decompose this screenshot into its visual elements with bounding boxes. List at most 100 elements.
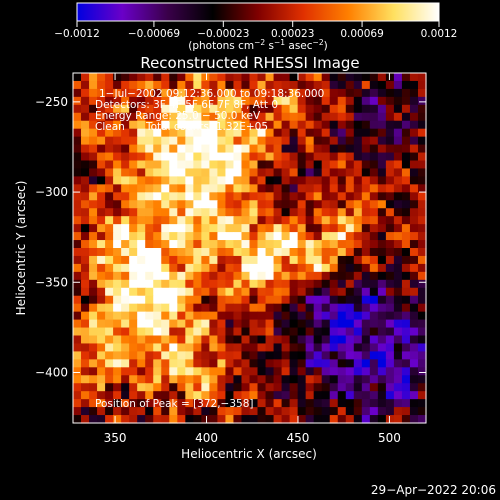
- heatmap-cell: [289, 263, 299, 273]
- heatmap-cell: [145, 128, 154, 138]
- heatmap-cell: [81, 407, 90, 416]
- heatmap-cell: [153, 287, 162, 297]
- heatmap-cell: [105, 367, 114, 376]
- heatmap-cell: [337, 240, 347, 249]
- heatmap-cell: [97, 335, 106, 345]
- heatmap-cell: [329, 399, 339, 408]
- heatmap-cell: [233, 144, 243, 154]
- heatmap-cell: [145, 287, 154, 297]
- heatmap-cell: [129, 303, 138, 313]
- heatmap-cell: [345, 335, 355, 345]
- heatmap-cell: [377, 391, 387, 400]
- heatmap-cell: [409, 200, 419, 209]
- heatmap-cell: [385, 232, 395, 241]
- heatmap-cell: [329, 152, 339, 162]
- heatmap-cell: [305, 367, 315, 376]
- heatmap-cell: [225, 263, 235, 273]
- heatmap-cell: [113, 192, 122, 201]
- heatmap-cell: [169, 192, 178, 201]
- heatmap-cell: [145, 343, 154, 352]
- heatmap-cell: [209, 208, 219, 217]
- heatmap-cell: [329, 240, 339, 249]
- heatmap-cell: [169, 303, 178, 313]
- heatmap-cell: [129, 160, 138, 170]
- heatmap-cell: [225, 240, 235, 249]
- heatmap-cell: [129, 375, 138, 384]
- heatmap-cell: [193, 120, 202, 130]
- heatmap-cell: [153, 359, 162, 368]
- heatmap-cell: [177, 295, 186, 305]
- heatmap-cell: [137, 255, 146, 265]
- heatmap-cell: [129, 73, 138, 82]
- heatmap-cell: [241, 112, 251, 122]
- heatmap-cell: [265, 343, 275, 352]
- heatmap-cell: [249, 279, 259, 289]
- heatmap-cell: [401, 96, 411, 106]
- heatmap-cell: [73, 248, 82, 257]
- heatmap-cell: [369, 295, 379, 305]
- heatmap-cell: [417, 232, 427, 241]
- heatmap-cell: [353, 303, 363, 313]
- heatmap-cell: [73, 415, 82, 424]
- heatmap-cell: [297, 176, 307, 185]
- heatmap-cell: [353, 200, 363, 209]
- heatmap-cell: [273, 248, 283, 257]
- heatmap-cell: [377, 168, 387, 177]
- heatmap-cell: [177, 192, 186, 201]
- heatmap-cell: [137, 168, 146, 177]
- heatmap-cell: [209, 216, 219, 225]
- heatmap-cell: [297, 279, 307, 289]
- heatmap-cell: [129, 176, 138, 185]
- heatmap-cell: [249, 136, 259, 146]
- heatmap-cell: [153, 80, 162, 90]
- heatmap-cell: [337, 255, 347, 265]
- heatmap-cell: [217, 319, 227, 329]
- heatmap-cell: [129, 88, 138, 98]
- heatmap-cell: [153, 279, 162, 289]
- heatmap-cell: [209, 271, 219, 281]
- heatmap-cell: [361, 391, 371, 400]
- heatmap-cell: [265, 152, 275, 162]
- heatmap-cell: [409, 73, 419, 82]
- heatmap-cell: [217, 88, 227, 98]
- heatmap-cell: [313, 136, 323, 146]
- heatmap-cell: [257, 415, 267, 424]
- heatmap-cell: [89, 200, 98, 209]
- heatmap-cell: [393, 128, 403, 138]
- heatmap-cell: [305, 263, 315, 273]
- heatmap-cell: [97, 184, 106, 193]
- heatmap-cell: [129, 359, 138, 368]
- heatmap-cell: [361, 351, 371, 360]
- heatmap-cell: [73, 73, 82, 82]
- heatmap-cell: [273, 208, 283, 217]
- heatmap-cell: [313, 279, 323, 289]
- heatmap-cell: [105, 224, 114, 233]
- heatmap-cell: [369, 319, 379, 329]
- heatmap-cell: [161, 399, 170, 408]
- heatmap-cell: [121, 295, 130, 305]
- heatmap-cell: [273, 112, 283, 122]
- heatmap-cell: [369, 279, 379, 289]
- heatmap-cell: [329, 216, 339, 225]
- heatmap-cell: [249, 263, 259, 273]
- heatmap-cell: [265, 176, 275, 185]
- heatmap-cell: [81, 311, 90, 321]
- heatmap-cell: [185, 96, 194, 106]
- heatmap-cell: [273, 184, 283, 193]
- heatmap-cell: [265, 208, 275, 217]
- heatmap-cell: [97, 359, 106, 368]
- heatmap-cell: [345, 128, 355, 138]
- heatmap-cell: [321, 120, 331, 130]
- heatmap-cell: [113, 351, 122, 360]
- heatmap-cell: [161, 80, 170, 90]
- heatmap-cell: [113, 255, 122, 265]
- heatmap-cell: [281, 351, 291, 360]
- heatmap-cell: [225, 200, 235, 209]
- heatmap-cell: [161, 160, 170, 170]
- heatmap-cell: [201, 200, 210, 209]
- heatmap-cell: [353, 375, 363, 384]
- heatmap-cell: [185, 120, 194, 130]
- heatmap-cell: [265, 407, 275, 416]
- heatmap-cell: [113, 96, 122, 106]
- heatmap-cell: [249, 152, 259, 162]
